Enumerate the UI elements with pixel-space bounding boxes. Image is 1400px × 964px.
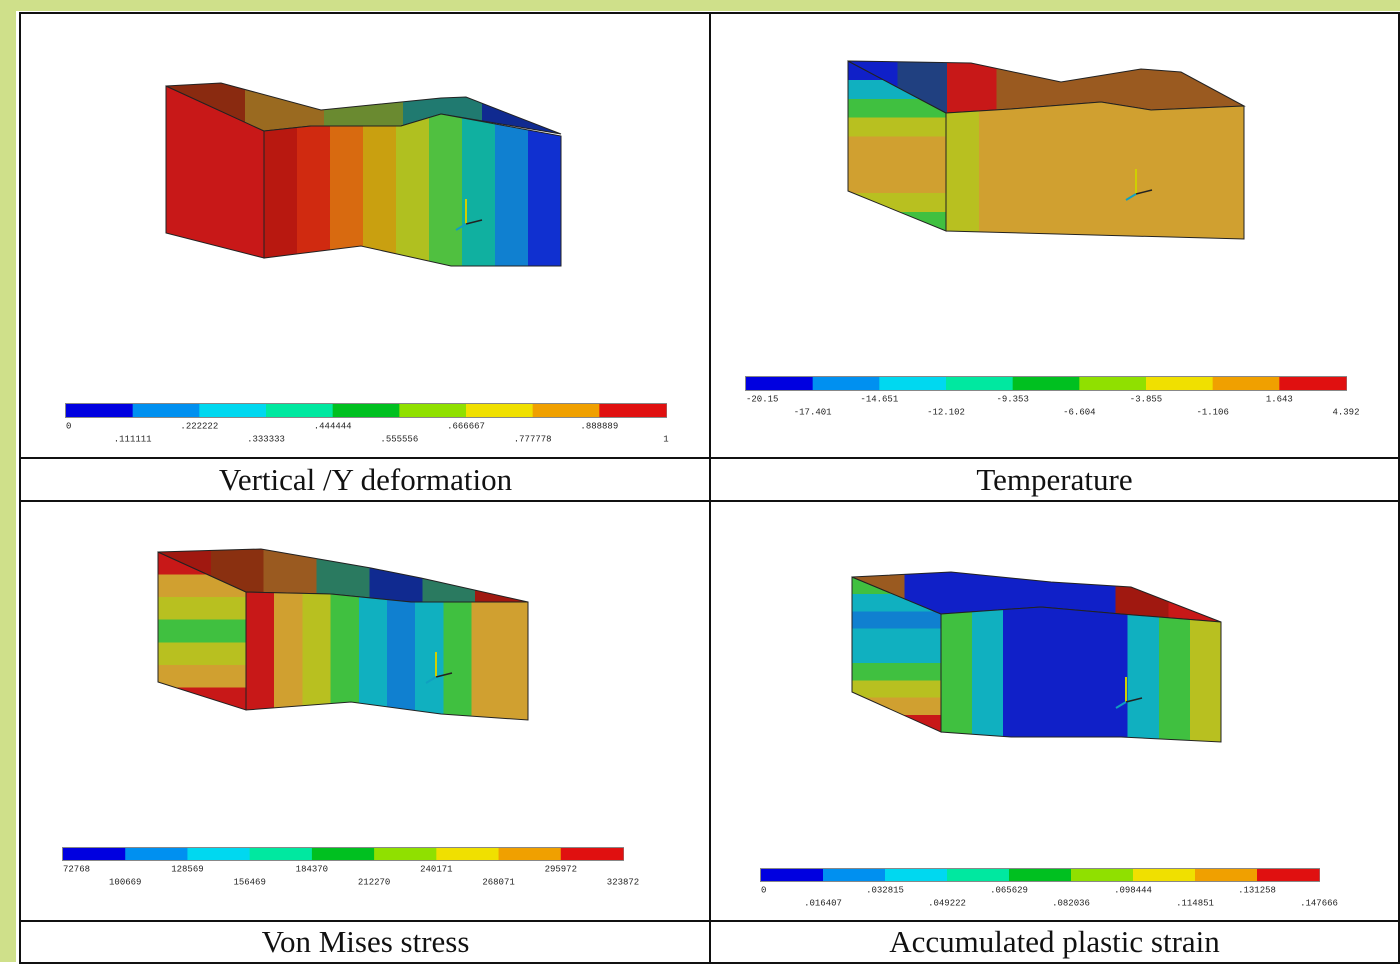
legend-label: .114851	[1176, 898, 1214, 908]
legend-label: .111111	[114, 434, 152, 444]
colorbar-segment	[1013, 377, 1080, 390]
colorbar-segment	[63, 848, 126, 860]
colorbar-segment	[1133, 869, 1196, 881]
legend-label: .222222	[180, 421, 218, 431]
colorbar-segment	[125, 848, 188, 860]
colorbar-segment	[885, 869, 948, 881]
contour-plot: 0 .016407 .032815 .049222 .065629 .082036 .098…	[711, 502, 1400, 922]
colorbar-segment	[1009, 869, 1072, 881]
legend-label: -9.353	[996, 394, 1028, 404]
legend-label: 1.643	[1266, 394, 1293, 404]
legend-label: .333333	[247, 434, 285, 444]
colorbar-segment	[466, 404, 533, 417]
colorbar-segment	[199, 404, 266, 417]
colorbar-segment	[533, 404, 600, 417]
caption: Vertical /Y deformation	[19, 457, 712, 502]
contour-plot: -20.15 -17.401 -14.651 -12.102 -9.353 -6.604 -…	[711, 14, 1400, 458]
legend-label: -3.855	[1130, 394, 1162, 404]
legend-label: 1	[663, 434, 668, 444]
legend-label: 268071	[482, 877, 514, 887]
colorbar-segment	[561, 848, 624, 860]
side-stripe	[0, 0, 16, 962]
colorbar-segment	[266, 404, 333, 417]
caption: Accumulated plastic strain	[709, 920, 1400, 964]
colorbar-segment	[823, 869, 886, 881]
colorbar-segment	[599, 404, 666, 417]
block-face	[246, 592, 528, 720]
legend-label: 0	[66, 421, 71, 431]
legend-label: -6.604	[1063, 407, 1095, 417]
legend-label: 72768	[63, 864, 90, 874]
legend-label: .016407	[804, 898, 842, 908]
colorbar-segment	[813, 377, 880, 390]
figure-cell: 0 .016407 .032815 .049222 .065629 .082036 .098…	[709, 500, 1400, 922]
colorbar-segment	[436, 848, 499, 860]
colorbar-segment	[761, 869, 824, 881]
legend-label: .444444	[314, 421, 352, 431]
legend-label: 128569	[171, 864, 203, 874]
colorbar-segment	[1071, 869, 1134, 881]
legend-label: 295972	[545, 864, 577, 874]
colorbar-segment	[399, 404, 466, 417]
colorbar-segment	[946, 377, 1013, 390]
colorbar-segment	[499, 848, 562, 860]
figure-cell: -20.15 -17.401 -14.651 -12.102 -9.353 -6.604 -…	[709, 12, 1400, 459]
colorbar-segment	[133, 404, 200, 417]
colorbar-segment	[312, 848, 375, 860]
legend-label: .888889	[580, 421, 618, 431]
colorbar-segment	[746, 377, 813, 390]
legend-label: 156469	[233, 877, 265, 887]
legend-label: -17.401	[794, 407, 832, 417]
legend-label: .098444	[1114, 885, 1152, 895]
figure-cell: 0 .111111 .222222 .333333 .444444 .555556 .666…	[19, 12, 712, 459]
contour-plot: 0 .111111 .222222 .333333 .444444 .555556 .666…	[21, 14, 711, 458]
colorbar-segment	[250, 848, 313, 860]
colorbar-segment	[1213, 377, 1280, 390]
colorbar-segment	[66, 404, 133, 417]
legend-label: .049222	[928, 898, 966, 908]
legend-label: .555556	[380, 434, 418, 444]
colorbar-segment	[333, 404, 400, 417]
colorbar-segment	[879, 377, 946, 390]
colorbar-segment	[947, 869, 1010, 881]
legend-label: .666667	[447, 421, 485, 431]
legend-label: .131258	[1238, 885, 1276, 895]
colorbar-segment	[187, 848, 250, 860]
colorbar-segment	[1257, 869, 1320, 881]
legend-label: 212270	[358, 877, 390, 887]
legend-label: .082036	[1052, 898, 1090, 908]
block-face	[264, 114, 561, 266]
legend-label: -14.651	[860, 394, 898, 404]
legend-label: .777778	[514, 434, 552, 444]
legend-label: 184370	[296, 864, 328, 874]
colorbar-segment	[1079, 377, 1146, 390]
colorbar-segment	[1279, 377, 1346, 390]
colorbar-segment	[374, 848, 437, 860]
legend-label: .147666	[1300, 898, 1338, 908]
contour-plot: 72768 100669 128569 156469 184370 212270 24017…	[21, 502, 711, 922]
legend-label: 323872	[607, 877, 639, 887]
legend-label: .032815	[866, 885, 904, 895]
legend-label: -1.106	[1196, 407, 1228, 417]
top-stripe	[0, 0, 1400, 11]
legend-label: 240171	[420, 864, 452, 874]
legend-label: -12.102	[927, 407, 965, 417]
page: 0 .111111 .222222 .333333 .444444 .555556 .666…	[0, 0, 1400, 962]
colorbar-segment	[1146, 377, 1213, 390]
block-face	[946, 102, 1244, 239]
colorbar-segment	[1195, 869, 1258, 881]
legend-label: .065629	[990, 885, 1028, 895]
block-face	[941, 607, 1221, 742]
caption: Temperature	[709, 457, 1400, 502]
legend-label: -20.15	[746, 394, 778, 404]
figure-cell: 72768 100669 128569 156469 184370 212270 24017…	[19, 500, 712, 922]
legend-label: 0	[761, 885, 766, 895]
legend-label: 4.392	[1332, 407, 1359, 417]
caption: Von Mises stress	[19, 920, 712, 964]
legend-label: 100669	[109, 877, 141, 887]
